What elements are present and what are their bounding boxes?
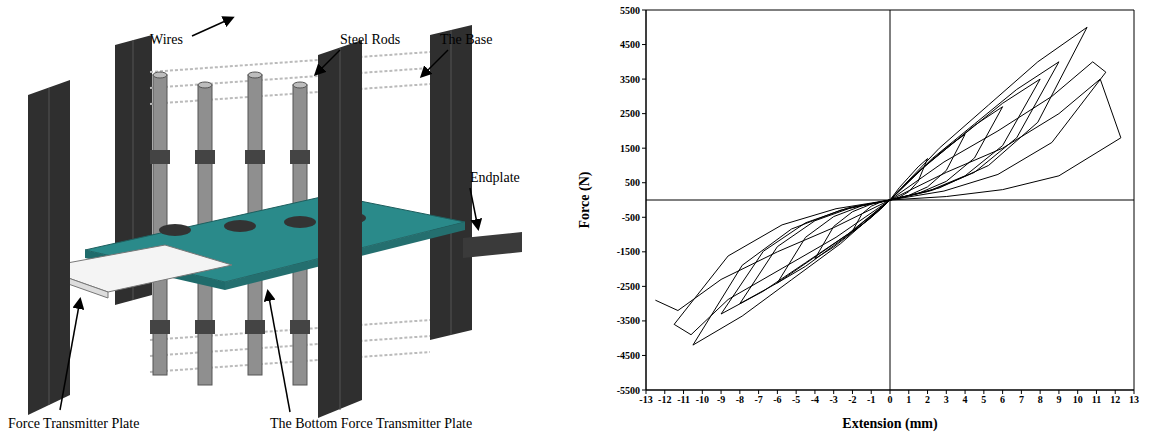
svg-text:10: 10 bbox=[1073, 394, 1083, 405]
svg-text:1: 1 bbox=[906, 394, 911, 405]
svg-text:The Base: The Base bbox=[440, 32, 492, 47]
svg-text:-10: -10 bbox=[696, 394, 709, 405]
svg-text:-2: -2 bbox=[848, 394, 856, 405]
svg-text:Extension (mm): Extension (mm) bbox=[842, 416, 938, 432]
svg-text:-8: -8 bbox=[736, 394, 744, 405]
svg-text:1500: 1500 bbox=[620, 143, 640, 154]
svg-text:-1: -1 bbox=[867, 394, 875, 405]
svg-text:-2500: -2500 bbox=[617, 281, 640, 292]
svg-text:500: 500 bbox=[625, 177, 640, 188]
svg-text:-7: -7 bbox=[754, 394, 762, 405]
svg-text:5500: 5500 bbox=[620, 5, 640, 16]
svg-text:2: 2 bbox=[925, 394, 930, 405]
svg-text:2500: 2500 bbox=[620, 108, 640, 119]
svg-text:-5500: -5500 bbox=[617, 385, 640, 396]
svg-text:9: 9 bbox=[1056, 394, 1061, 405]
svg-text:11: 11 bbox=[1092, 394, 1101, 405]
svg-text:7: 7 bbox=[1019, 394, 1024, 405]
svg-text:8: 8 bbox=[1038, 394, 1043, 405]
svg-text:-12: -12 bbox=[658, 394, 671, 405]
svg-text:4500: 4500 bbox=[620, 39, 640, 50]
svg-text:5: 5 bbox=[981, 394, 986, 405]
svg-text:-9: -9 bbox=[717, 394, 725, 405]
svg-text:-3: -3 bbox=[830, 394, 838, 405]
svg-text:6: 6 bbox=[1000, 394, 1005, 405]
svg-text:4: 4 bbox=[963, 394, 968, 405]
svg-text:The Bottom Force Transmitter P: The Bottom Force Transmitter Plate bbox=[270, 416, 472, 431]
svg-text:12: 12 bbox=[1110, 394, 1120, 405]
svg-text:Endplate: Endplate bbox=[470, 170, 520, 185]
svg-text:-5: -5 bbox=[792, 394, 800, 405]
svg-text:Steel Rods: Steel Rods bbox=[340, 32, 400, 47]
svg-text:-3500: -3500 bbox=[617, 315, 640, 326]
svg-text:Force (N): Force (N) bbox=[577, 171, 593, 228]
svg-text:-6: -6 bbox=[773, 394, 781, 405]
svg-text:3: 3 bbox=[944, 394, 949, 405]
svg-text:0: 0 bbox=[888, 394, 893, 405]
svg-text:-500: -500 bbox=[622, 212, 640, 223]
svg-text:Force Transmitter Plate: Force Transmitter Plate bbox=[8, 416, 139, 431]
svg-text:Wires: Wires bbox=[150, 32, 183, 47]
svg-text:-1500: -1500 bbox=[617, 246, 640, 257]
svg-text:-4500: -4500 bbox=[617, 350, 640, 361]
svg-text:13: 13 bbox=[1129, 394, 1139, 405]
svg-text:3500: 3500 bbox=[620, 74, 640, 85]
svg-text:-11: -11 bbox=[677, 394, 690, 405]
svg-text:-13: -13 bbox=[639, 394, 652, 405]
svg-text:-4: -4 bbox=[811, 394, 819, 405]
